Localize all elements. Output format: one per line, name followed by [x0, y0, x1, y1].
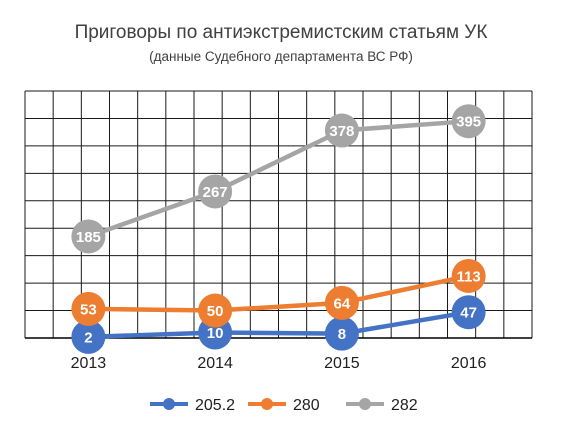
- x-axis: 2013 2014 2015 2016: [71, 355, 487, 372]
- data-point: [71, 291, 106, 326]
- x-tick-label: 2015: [324, 355, 360, 372]
- legend-marker: [359, 398, 371, 410]
- series-line: [86, 309, 471, 340]
- data-point: [324, 113, 359, 148]
- data-label: 50: [207, 303, 224, 320]
- legend-marker: [261, 398, 273, 410]
- legend-item-282: 282: [346, 397, 418, 414]
- legend-label: 205.2: [195, 397, 235, 414]
- x-tick-label: 2016: [451, 355, 487, 372]
- data-point: [324, 316, 359, 351]
- data-point: [451, 258, 486, 293]
- data-label: 113: [457, 268, 481, 285]
- legend-marker: [163, 398, 175, 410]
- data-label: 267: [203, 184, 228, 201]
- data-label: 8: [338, 326, 346, 343]
- legend-item-280: 280: [248, 397, 320, 414]
- data-label: 2: [84, 329, 92, 346]
- data-point: [451, 104, 486, 139]
- data-point: [198, 174, 233, 209]
- plot-series: 2 10 8 47 53 50 64 113 185 267 378 395: [71, 104, 486, 354]
- chart-subtitle: (данные Судебного департамента ВС РФ): [149, 49, 413, 64]
- x-tick-label: 2014: [197, 355, 233, 372]
- legend-label: 282: [391, 397, 418, 414]
- data-point: [324, 285, 359, 320]
- data-point: [198, 293, 233, 328]
- series-line: [86, 273, 471, 313]
- x-tick-label: 2013: [71, 355, 107, 372]
- data-label: 395: [456, 114, 481, 131]
- data-label: 378: [329, 123, 354, 140]
- data-point: [71, 219, 106, 254]
- series-280: 53 50 64 113: [71, 258, 486, 328]
- legend-item-205.2: 205.2: [150, 397, 235, 414]
- series-line: [86, 118, 471, 239]
- chart-title: Приговоры по антиэкстремистским статьям …: [75, 22, 488, 43]
- data-label: 10: [207, 325, 224, 342]
- legend-label: 280: [293, 397, 320, 414]
- series-282: 185 267 378 395: [71, 104, 486, 254]
- data-label: 53: [80, 301, 97, 318]
- data-label: 47: [460, 305, 477, 322]
- data-label: 185: [76, 229, 101, 246]
- data-point: [451, 295, 486, 330]
- legend: 205.2 280 282: [150, 397, 418, 414]
- data-point: [71, 319, 106, 354]
- plot-grid: [24, 90, 533, 339]
- data-label: 64: [334, 295, 351, 312]
